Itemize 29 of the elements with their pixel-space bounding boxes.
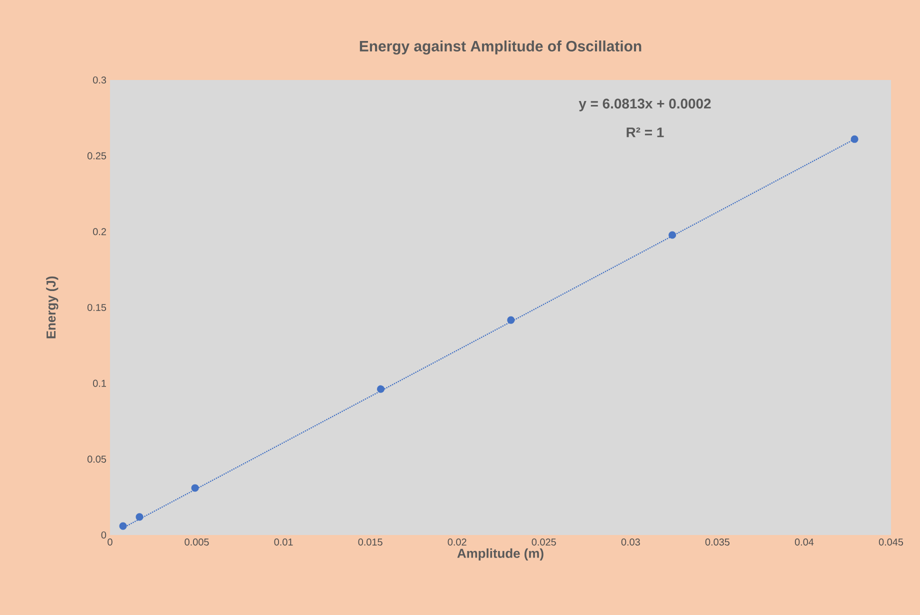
x-tick-label: 0.015 [358,538,382,546]
x-tick-label: 0.045 [878,538,904,546]
x-tick-label: 0.04 [794,538,814,546]
annotation: y = 6.0813x + 0.0002 [578,98,711,112]
x-tick-label: 0.035 [705,538,730,546]
point [119,522,127,530]
annotation: R² = 1 [626,127,664,138]
point [507,316,515,324]
y-tick-label: 0.3 [93,76,106,84]
x-tick-label: 0.025 [532,538,556,546]
point [850,135,858,143]
y-tick-label: 0 [101,531,106,539]
chart-title: Energy against Amplitude of Oscillation [360,40,642,54]
point [191,484,199,492]
point [376,385,385,393]
x-axis-title: Amplitude (m) [457,548,544,560]
x-tick-label: 0 [108,538,112,546]
y-tick-label: 0.25 [87,152,106,160]
y-tick-label: 0.05 [87,456,106,463]
y-axis-title: Energy (J) [46,276,58,338]
x-tick-label: 0.01 [274,538,293,546]
y-tick-label: 0.15 [87,304,106,312]
point [136,513,144,521]
x-tick-label: 0.02 [448,538,466,546]
x-tick-label: 0.005 [184,538,209,546]
x-tick-label: 0.03 [621,538,640,546]
y-tick-label: 0.1 [93,380,106,387]
y-tick-label: 0.2 [93,228,106,236]
point [668,231,676,239]
